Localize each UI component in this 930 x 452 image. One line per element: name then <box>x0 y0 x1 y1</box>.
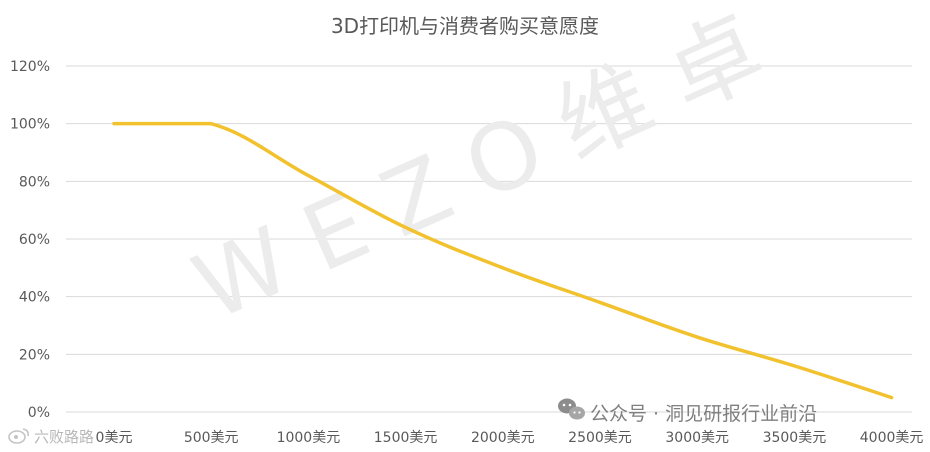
x-tick-label: 3500美元 <box>763 430 827 446</box>
wechat-badge: 公众号 · 洞见研报行业前沿 <box>558 398 817 425</box>
y-tick-label: 100% <box>10 117 50 133</box>
wechat-icon <box>558 398 585 420</box>
x-tick-label: 1000美元 <box>277 430 341 446</box>
wechat-badge-text: 公众号 · 洞见研报行业前沿 <box>590 403 817 425</box>
x-tick-label: 1500美元 <box>374 430 438 446</box>
x-tick-label: 2000美元 <box>471 430 535 446</box>
x-tick-label: 0美元 <box>96 430 133 446</box>
y-tick-label: 60% <box>19 232 50 248</box>
x-tick-label: 4000美元 <box>860 430 924 446</box>
y-tick-label: 40% <box>19 290 50 306</box>
chart-title: 3D打印机与消费者购买意愿度 <box>331 14 599 38</box>
series-line <box>112 121 894 400</box>
y-tick-label: 20% <box>19 347 50 363</box>
y-tick-label: 80% <box>19 174 50 190</box>
y-tick-label: 120% <box>10 59 50 75</box>
y-tick-label: 0% <box>28 405 50 421</box>
watermark-text: WEZO维卓 <box>179 0 804 342</box>
x-axis-ticks: 0美元 500美元 1000美元 1500美元 2000美元 2500美元 3000美元 35… <box>96 430 924 446</box>
corner-badge-text: 六败路路 <box>34 428 94 446</box>
x-tick-label: 500美元 <box>184 430 239 446</box>
x-tick-label: 3000美元 <box>665 430 729 446</box>
series-layer <box>112 121 894 400</box>
watermark: WEZO维卓 <box>179 0 804 342</box>
y-axis-ticks: 0% 20% 40% 60% 80% 100% 120% <box>10 59 50 421</box>
corner-badge: 六败路路 <box>8 428 94 446</box>
x-tick-label: 2500美元 <box>568 430 632 446</box>
weibo-icon <box>8 428 29 444</box>
